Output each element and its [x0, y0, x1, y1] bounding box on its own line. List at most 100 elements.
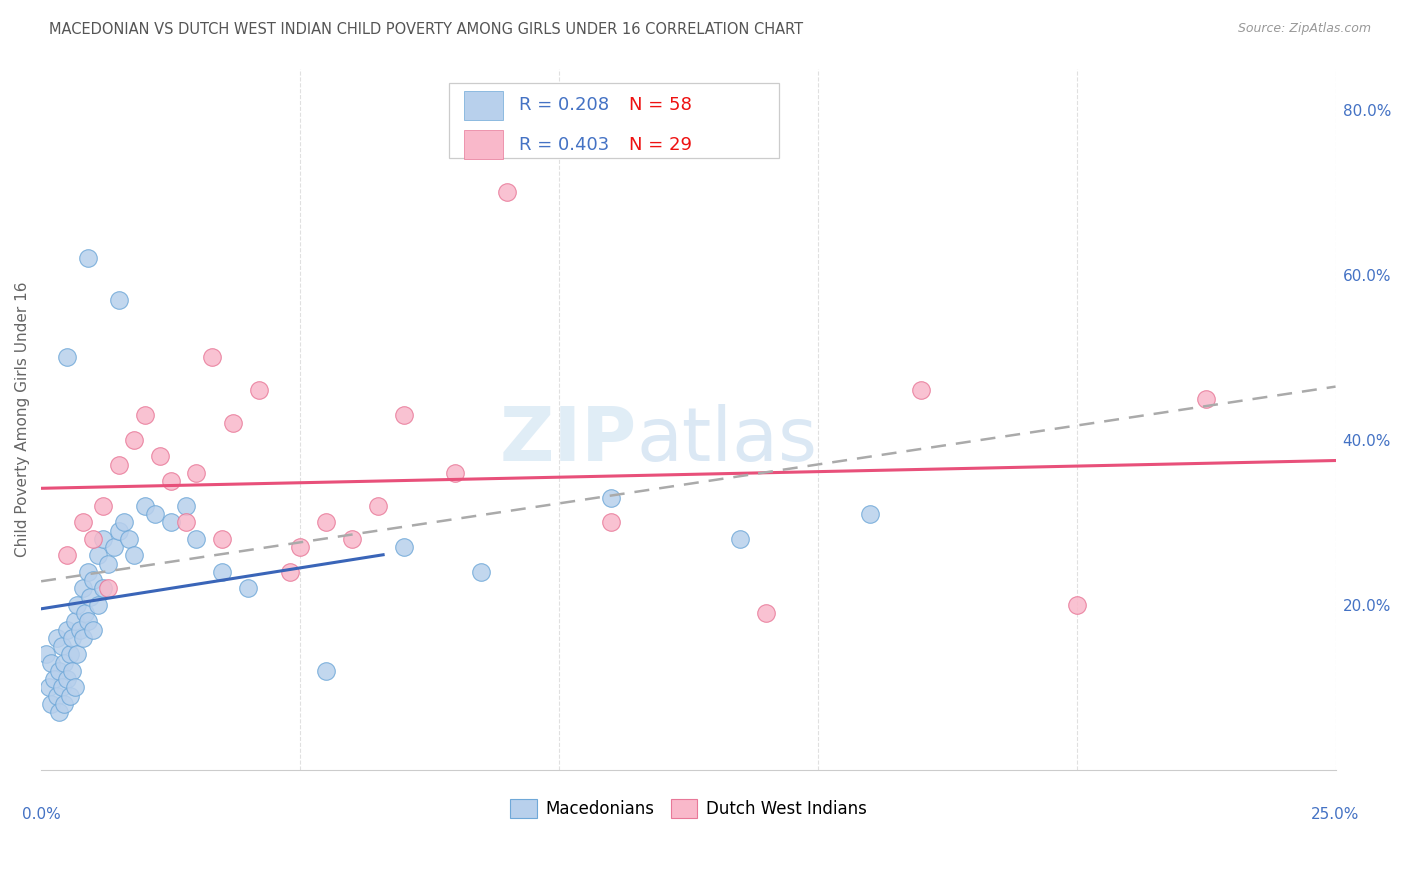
Point [186, 532, 208, 546]
Point [91, 582, 114, 596]
Point [910, 384, 932, 398]
Point [134, 499, 156, 513]
Point [278, 565, 301, 579]
Bar [464, 91, 503, 120]
Point [58, 648, 80, 662]
Point [149, 450, 172, 464]
Point [35, 648, 58, 662]
Point [288, 540, 311, 554]
Point [211, 532, 233, 546]
Point [66, 648, 89, 662]
Point [41, 656, 63, 670]
Legend: Macedonians, Dutch West Indians: Macedonians, Dutch West Indians [503, 792, 873, 825]
Point [107, 458, 129, 472]
Text: MACEDONIAN VS DUTCH WEST INDIAN CHILD POVERTY AMONG GIRLS UNDER 16 CORRELATION C: MACEDONIAN VS DUTCH WEST INDIAN CHILD PO… [49, 22, 803, 37]
Point [53, 656, 76, 670]
Point [66, 598, 89, 612]
Point [41, 697, 63, 711]
Text: R = 0.403: R = 0.403 [519, 136, 609, 153]
Point [238, 582, 260, 596]
Point [56, 623, 79, 637]
Point [58, 689, 80, 703]
Point [60, 664, 83, 678]
Point [63, 615, 86, 629]
Bar [464, 130, 503, 160]
Point [112, 516, 135, 530]
Point [79, 590, 101, 604]
Point [45, 689, 67, 703]
Point [56, 549, 79, 563]
Y-axis label: Child Poverty Among Girls Under 16: Child Poverty Among Girls Under 16 [15, 282, 30, 557]
Point [211, 565, 233, 579]
Point [124, 433, 146, 447]
Point [367, 499, 389, 513]
Text: atlas: atlas [637, 404, 817, 477]
Point [392, 540, 415, 554]
Point [159, 516, 181, 530]
Point [87, 549, 110, 563]
Bar [449, 83, 779, 158]
Point [118, 532, 141, 546]
Text: N = 29: N = 29 [628, 136, 692, 153]
Point [72, 516, 94, 530]
Point [315, 664, 337, 678]
Point [72, 631, 94, 645]
Point [1195, 392, 1218, 406]
Point [143, 507, 166, 521]
Point [76, 565, 98, 579]
Text: Source: ZipAtlas.com: Source: ZipAtlas.com [1237, 22, 1371, 36]
Point [159, 474, 181, 488]
Point [51, 639, 73, 653]
Point [91, 499, 114, 513]
Point [48, 705, 70, 719]
Text: 25.0%: 25.0% [1312, 807, 1360, 822]
Text: R = 0.208: R = 0.208 [519, 96, 609, 114]
Point [444, 466, 467, 480]
Point [51, 681, 73, 695]
Point [599, 516, 621, 530]
Point [221, 417, 243, 431]
Point [38, 681, 60, 695]
Point [53, 697, 76, 711]
Point [174, 499, 197, 513]
Point [174, 516, 197, 530]
Point [107, 524, 129, 538]
Point [470, 565, 492, 579]
Point [247, 384, 270, 398]
Point [1066, 598, 1088, 612]
Point [56, 351, 79, 365]
Point [72, 582, 94, 596]
Point [134, 408, 156, 422]
Point [91, 532, 114, 546]
Point [56, 672, 79, 686]
Point [755, 606, 778, 620]
Point [69, 623, 91, 637]
Point [60, 631, 83, 645]
Text: ZIP: ZIP [499, 404, 637, 477]
Point [392, 408, 415, 422]
Point [87, 598, 110, 612]
Point [728, 532, 751, 546]
Point [186, 466, 208, 480]
Point [201, 351, 224, 365]
Point [124, 549, 146, 563]
Point [107, 293, 129, 307]
Point [858, 507, 880, 521]
Point [97, 582, 120, 596]
Text: N = 58: N = 58 [628, 96, 692, 114]
Point [496, 186, 519, 200]
Point [315, 516, 337, 530]
Point [340, 532, 363, 546]
Point [82, 532, 104, 546]
Point [599, 491, 621, 505]
Point [48, 664, 70, 678]
Point [63, 681, 86, 695]
Point [76, 252, 98, 266]
Point [75, 606, 97, 620]
Point [76, 615, 98, 629]
Point [82, 623, 104, 637]
Point [45, 631, 67, 645]
Point [97, 557, 120, 571]
Text: 0.0%: 0.0% [21, 807, 60, 822]
Point [103, 540, 125, 554]
